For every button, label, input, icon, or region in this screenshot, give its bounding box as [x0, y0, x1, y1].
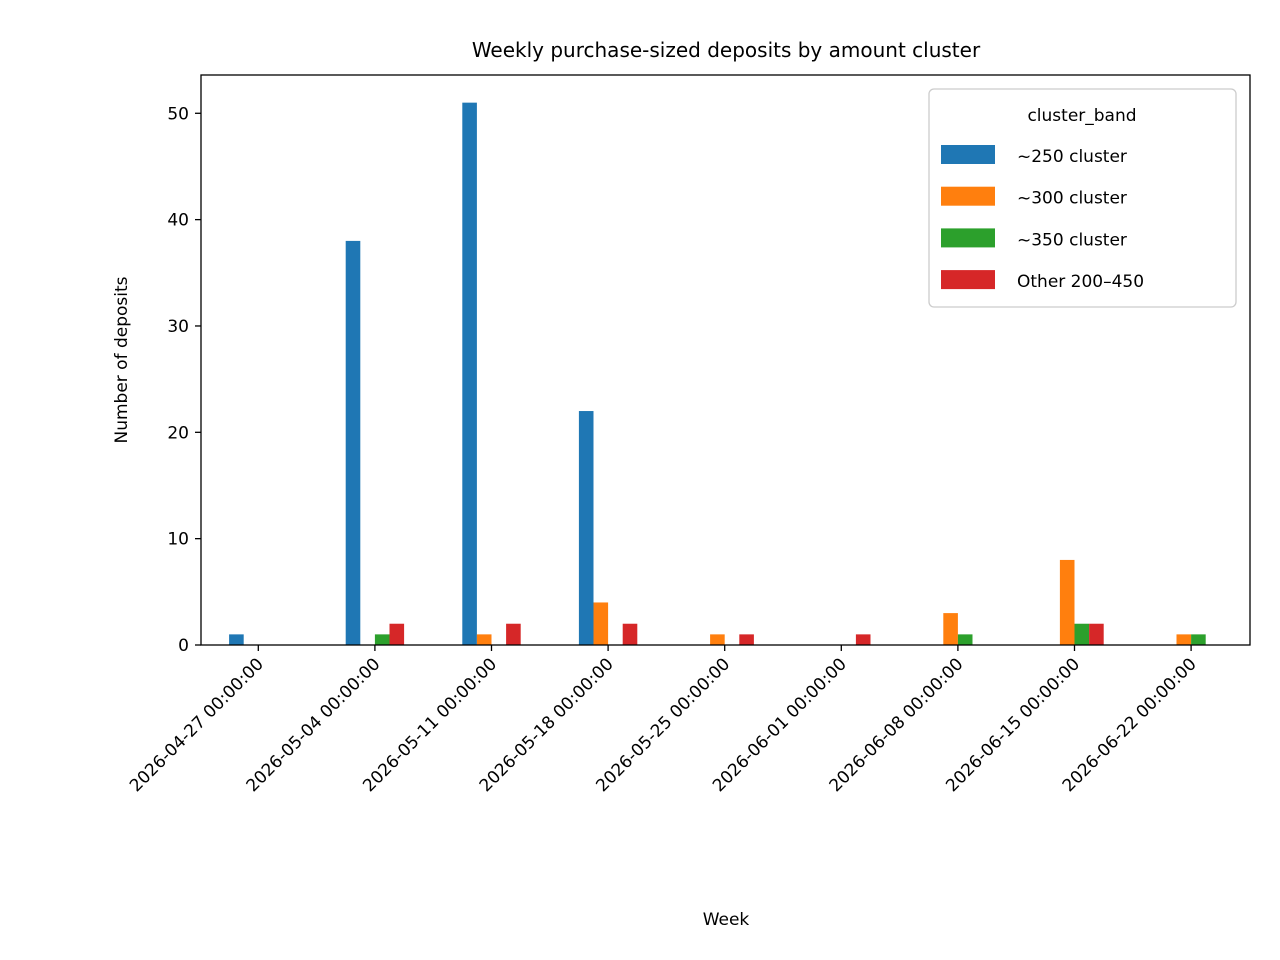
bar	[229, 634, 244, 645]
bar	[593, 602, 609, 645]
bar	[476, 634, 492, 645]
bar	[1191, 634, 1206, 645]
x-axis-label: Week	[703, 910, 750, 930]
legend-swatch	[941, 270, 995, 290]
bar	[739, 634, 754, 645]
y-axis-label: Number of deposits	[112, 276, 132, 443]
y-tick-label: 50	[167, 104, 189, 124]
bar	[855, 634, 871, 645]
legend-swatch	[941, 145, 995, 164]
bar	[710, 634, 725, 645]
bar	[1089, 623, 1104, 645]
bar	[1176, 634, 1192, 645]
y-tick-label: 30	[167, 317, 189, 337]
bar	[1059, 559, 1075, 645]
bar	[345, 240, 361, 645]
bar	[943, 613, 958, 645]
legend: cluster_band ~250 cluster ~300 cluster ~35…	[928, 88, 1237, 308]
bars	[229, 102, 1206, 645]
legend-swatch	[941, 228, 995, 248]
bar	[957, 634, 973, 645]
bar	[578, 411, 594, 645]
legend-label: ~250 cluster	[1017, 147, 1127, 167]
bar	[622, 623, 638, 645]
legend-box	[928, 88, 1237, 308]
bar	[389, 623, 405, 645]
chart-title: Weekly purchase-sized deposits by amount…	[472, 38, 981, 62]
y-tick-label: 10	[167, 530, 189, 550]
bar	[374, 634, 390, 645]
y-tick-label: 20	[167, 423, 189, 443]
plot-frame	[200, 74, 1251, 646]
legend-label: Other 200–450	[1017, 272, 1144, 292]
y-tick-label: 40	[167, 211, 189, 231]
bar	[1074, 623, 1090, 645]
legend-title: cluster_band	[1027, 106, 1136, 126]
bar	[462, 102, 477, 645]
y-tick-label: 0	[178, 636, 189, 656]
legend-label: ~300 cluster	[1017, 189, 1127, 209]
bar	[506, 623, 521, 645]
legend-label: ~350 cluster	[1017, 230, 1127, 250]
y-axis: 0 10 20 30 40 50	[167, 104, 201, 656]
legend-swatch	[941, 186, 995, 206]
